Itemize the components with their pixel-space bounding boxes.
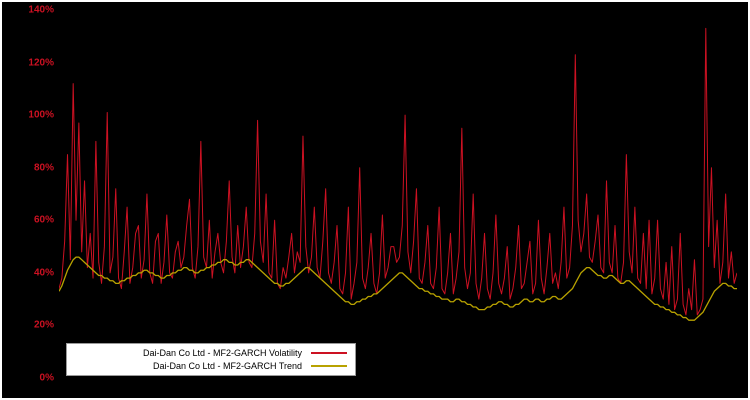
y-axis-tick-label: 120% — [28, 57, 54, 69]
y-axis-tick-label: 40% — [33, 267, 54, 279]
y-axis-tick-label: 60% — [33, 214, 54, 226]
legend-line-sample-trend — [311, 364, 347, 367]
y-axis-tick-label: 100% — [28, 109, 54, 121]
legend-label-trend: Dai-Dan Co Ltd - MF2-GARCH Trend — [152, 360, 302, 371]
chart-legend: Dai-Dan Co Ltd - MF2-GARCH Volatility Da… — [66, 343, 356, 376]
volatility-chart — [59, 27, 737, 321]
y-axis-tick-label: 20% — [33, 319, 54, 331]
plot-area — [59, 10, 737, 378]
legend-label-volatility: Dai-Dan Co Ltd - MF2-GARCH Volatility — [142, 347, 302, 358]
legend-row-volatility: Dai-Dan Co Ltd - MF2-GARCH Volatility — [77, 347, 347, 358]
legend-row-trend: Dai-Dan Co Ltd - MF2-GARCH Trend — [77, 360, 347, 371]
y-axis-tick-label: 0% — [39, 372, 54, 384]
y-axis-tick-label: 140% — [28, 4, 54, 16]
y-axis-tick-label: 80% — [33, 162, 54, 174]
legend-line-sample-volatility — [311, 351, 347, 354]
